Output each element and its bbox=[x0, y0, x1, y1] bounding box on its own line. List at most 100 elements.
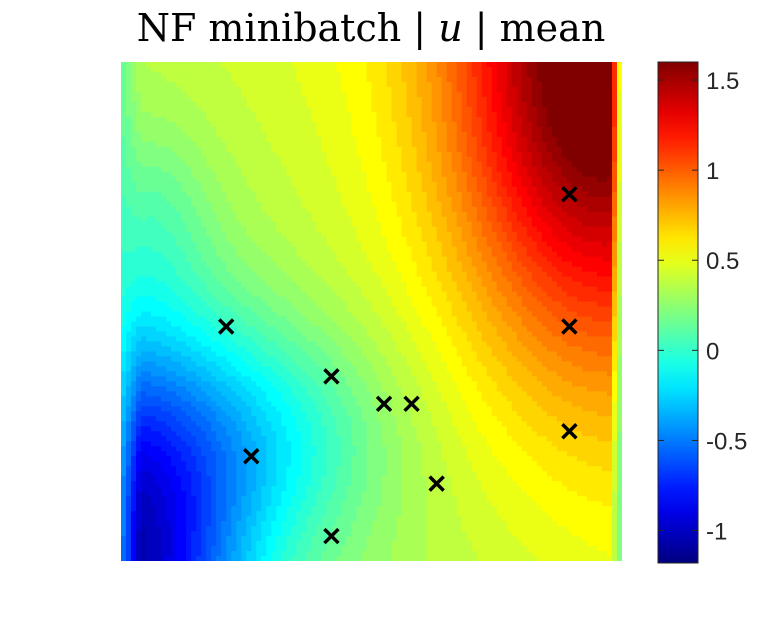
heatmap-cell bbox=[366, 166, 373, 173]
heatmap-cell bbox=[161, 371, 167, 377]
heatmap-cell bbox=[241, 226, 247, 233]
heatmap-cell bbox=[266, 451, 272, 457]
heatmap-cell bbox=[156, 166, 162, 173]
heatmap-cell bbox=[206, 281, 212, 288]
heatmap-cell bbox=[321, 211, 328, 218]
heatmap-cell bbox=[286, 191, 292, 198]
heatmap-cell bbox=[206, 216, 212, 223]
heatmap-cell bbox=[156, 241, 162, 248]
heatmap-cell bbox=[146, 396, 152, 402]
heatmap-cell bbox=[196, 141, 202, 148]
heatmap-cell bbox=[306, 86, 312, 93]
heatmap-cell bbox=[231, 526, 237, 532]
heatmap-cell bbox=[361, 431, 368, 437]
heatmap-cell bbox=[151, 306, 157, 313]
heatmap-cell bbox=[241, 486, 247, 492]
heatmap-cell bbox=[321, 401, 328, 407]
heatmap-cell bbox=[271, 401, 277, 407]
heatmap-cell bbox=[191, 411, 197, 417]
heatmap-cell bbox=[196, 546, 202, 552]
heatmap-cell bbox=[121, 551, 127, 557]
heatmap-cell bbox=[266, 516, 272, 522]
heatmap-cell bbox=[321, 346, 328, 353]
heatmap-cell bbox=[296, 201, 302, 208]
heatmap-cell bbox=[171, 506, 177, 512]
heatmap-cell bbox=[236, 391, 242, 397]
heatmap-cell bbox=[341, 361, 348, 367]
heatmap-cell bbox=[356, 356, 363, 362]
heatmap-cell bbox=[306, 76, 312, 83]
heatmap-cell bbox=[166, 241, 172, 248]
heatmap-cell bbox=[181, 416, 187, 422]
heatmap-cell bbox=[201, 351, 207, 358]
heatmap-cell bbox=[136, 486, 142, 492]
heatmap-cell bbox=[321, 196, 328, 203]
heatmap-cell bbox=[186, 111, 192, 118]
heatmap-cell bbox=[351, 321, 358, 328]
heatmap-cell bbox=[291, 321, 297, 328]
heatmap-cell bbox=[126, 266, 132, 273]
heatmap-cell bbox=[291, 151, 297, 158]
heatmap-cell bbox=[141, 481, 147, 487]
heatmap-cell bbox=[196, 206, 202, 213]
heatmap-cell bbox=[156, 536, 162, 542]
heatmap-cell bbox=[146, 66, 152, 73]
heatmap-cell bbox=[326, 451, 333, 457]
heatmap-cell bbox=[291, 281, 297, 288]
heatmap-cell bbox=[256, 281, 262, 288]
heatmap-cell bbox=[246, 386, 252, 392]
heatmap-cell bbox=[346, 231, 353, 238]
heatmap-cell bbox=[131, 161, 137, 168]
heatmap-cell bbox=[126, 376, 132, 382]
heatmap-cell bbox=[271, 446, 277, 452]
heatmap-cell bbox=[301, 266, 307, 273]
heatmap-cell bbox=[341, 261, 348, 268]
heatmap-cell bbox=[146, 216, 152, 223]
heatmap-cell bbox=[321, 491, 328, 497]
heatmap-cell bbox=[286, 211, 292, 218]
heatmap-cell bbox=[166, 281, 172, 288]
heatmap-cell bbox=[231, 376, 237, 382]
heatmap-cell bbox=[361, 166, 368, 173]
heatmap-cell bbox=[141, 436, 147, 442]
heatmap-cell bbox=[146, 341, 152, 348]
heatmap-cell bbox=[176, 231, 182, 238]
heatmap-cell bbox=[346, 346, 353, 353]
heatmap-cell bbox=[351, 186, 358, 193]
heatmap-cell bbox=[271, 231, 277, 238]
heatmap-cell bbox=[241, 286, 247, 293]
heatmap-cell bbox=[236, 326, 242, 333]
heatmap-cell bbox=[206, 461, 212, 467]
heatmap-cell bbox=[331, 171, 338, 178]
heatmap-cell bbox=[186, 131, 192, 138]
heatmap-cell bbox=[176, 366, 182, 372]
heatmap-cell bbox=[226, 351, 232, 358]
heatmap-cell bbox=[126, 196, 132, 203]
heatmap-cell bbox=[241, 491, 247, 497]
heatmap-cell bbox=[281, 486, 287, 492]
heatmap-cell bbox=[286, 556, 292, 561]
heatmap-cell bbox=[346, 236, 353, 243]
heatmap-cell bbox=[266, 291, 272, 298]
heatmap-cell bbox=[256, 76, 262, 83]
heatmap-cell bbox=[291, 256, 297, 263]
heatmap-cell bbox=[131, 66, 137, 73]
heatmap-cell bbox=[216, 206, 222, 213]
heatmap-cell bbox=[321, 236, 328, 243]
heatmap-cell bbox=[331, 126, 338, 133]
heatmap-cell bbox=[126, 246, 132, 253]
heatmap-cell bbox=[131, 146, 137, 153]
heatmap-cell bbox=[186, 241, 192, 248]
heatmap-cell bbox=[236, 471, 242, 477]
heatmap-cell bbox=[121, 336, 127, 343]
heatmap-cell bbox=[131, 196, 137, 203]
heatmap-cell bbox=[231, 126, 237, 133]
heatmap-cell bbox=[276, 376, 282, 382]
heatmap-cell bbox=[126, 431, 132, 437]
heatmap-cell bbox=[231, 326, 237, 333]
heatmap-cell bbox=[281, 316, 287, 323]
heatmap-cell bbox=[171, 226, 177, 233]
heatmap-cell bbox=[346, 481, 353, 487]
heatmap-cell bbox=[241, 331, 247, 338]
heatmap-cell bbox=[361, 176, 368, 183]
